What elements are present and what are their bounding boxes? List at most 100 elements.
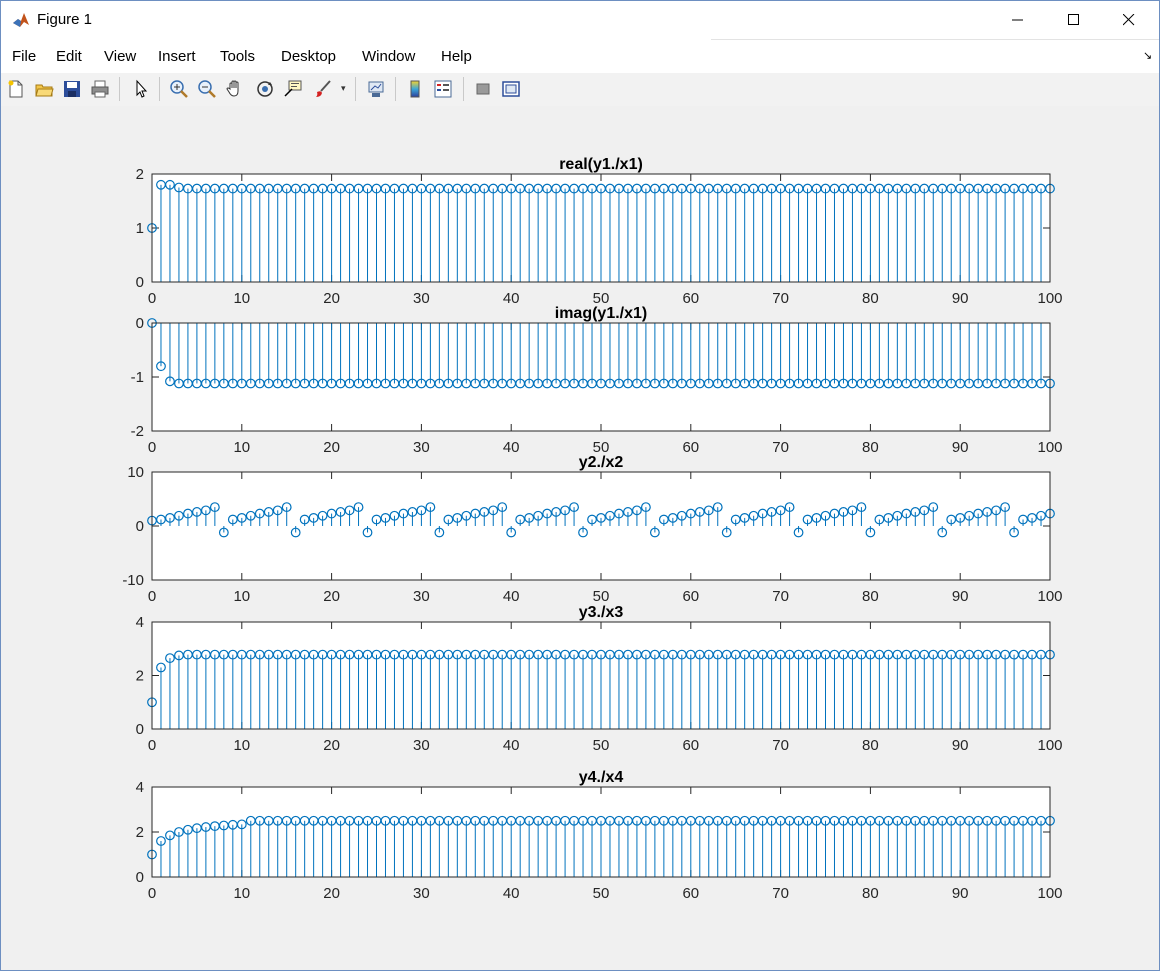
menu-insert[interactable]: Insert: [158, 48, 196, 65]
toolbar-separator: [463, 77, 464, 101]
new-figure-button[interactable]: [4, 77, 28, 101]
stem-marker: [874, 514, 885, 525]
y-tick-label: 0: [136, 518, 144, 535]
stem-marker: [829, 508, 840, 519]
y-tick-label: 2: [136, 166, 144, 183]
stem-marker: [200, 505, 211, 516]
zoom-out-button[interactable]: [195, 77, 219, 101]
stem-marker: [227, 514, 238, 525]
show-plot-tools-button[interactable]: [499, 77, 523, 101]
subplot-5: 0 10 20 30 40 50 60 70 80 90 100 0 2 4 y4./x4: [136, 769, 1063, 902]
y-tick-label: -10: [122, 572, 144, 589]
stem-marker: [236, 513, 247, 523]
open-file-button[interactable]: [32, 77, 56, 101]
menu-window[interactable]: Window: [362, 48, 416, 65]
stem-marker: [946, 514, 957, 525]
stem-marker: [263, 507, 274, 517]
x-tick-label: 20: [323, 885, 340, 902]
zoom-out-icon: [198, 80, 216, 98]
stem-marker: [730, 514, 741, 525]
x-tick-label: 90: [952, 290, 969, 307]
stem-marker: [281, 502, 292, 513]
window-title: Figure 1: [37, 11, 93, 28]
subplot-1: 0 10 20 30 40 50 60 70 80 90 100 0 1 2 real(y1./x1): [136, 156, 1063, 307]
rotate-3d-icon: [257, 81, 273, 97]
close-button[interactable]: [1106, 1, 1152, 39]
brush-dropdown-arrow-icon[interactable]: ▾: [341, 83, 346, 93]
stem-marker: [452, 513, 463, 523]
menu-file[interactable]: File: [12, 48, 37, 65]
x-tick-label: 70: [772, 885, 789, 902]
figure-canvas: 0 10 20 30 40 50 60 70 80 90 100 0 1 2 real(y1./x1) 0 10…: [1, 106, 1159, 970]
stem-marker: [479, 507, 490, 517]
x-tick-label: 10: [233, 885, 250, 902]
menu-view[interactable]: View: [104, 48, 137, 65]
x-tick-label: 80: [862, 588, 879, 605]
menu-tools[interactable]: Tools: [220, 48, 256, 65]
stem-marker: [515, 514, 526, 525]
title-bar: Figure 1: [1, 1, 1159, 39]
menu-edit[interactable]: Edit: [56, 48, 82, 65]
x-tick-label: 0: [148, 885, 156, 902]
maximize-icon: [1068, 14, 1079, 25]
stem-marker: [694, 507, 705, 517]
brush-button[interactable]: [311, 77, 335, 101]
stem-marker: [820, 510, 831, 521]
x-tick-label: 60: [682, 737, 699, 754]
stem-marker: [290, 527, 301, 538]
x-tick-label: 30: [413, 439, 430, 456]
pan-button[interactable]: [223, 77, 247, 101]
x-tick-label: 80: [862, 290, 879, 307]
toolbar-separator: [119, 77, 120, 101]
stem-marker: [641, 502, 651, 513]
stem-marker: [542, 508, 553, 519]
y-tick-label: 4: [136, 614, 144, 631]
x-tick-label: 70: [772, 588, 789, 605]
stem-marker: [191, 507, 202, 517]
stem-marker: [317, 510, 328, 521]
save-button[interactable]: [60, 77, 84, 101]
link-plot-button[interactable]: [364, 77, 388, 101]
x-tick-label: 0: [148, 439, 156, 456]
axes-frame: [151, 786, 1051, 878]
colorbar-button[interactable]: [403, 77, 427, 101]
menu-bar-divider: [711, 39, 1159, 40]
hide-plot-tools-button[interactable]: [471, 77, 495, 101]
y-tick-label: 0: [136, 869, 144, 886]
menu-help[interactable]: Help: [441, 48, 472, 65]
stem-marker: [183, 824, 193, 835]
figure-toolbar: ▾: [1, 73, 1159, 107]
x-tick-label: 40: [503, 737, 520, 754]
minimize-button[interactable]: [995, 1, 1041, 39]
stem-marker: [380, 513, 391, 523]
stem-marker: [721, 527, 732, 538]
stem-marker: [703, 505, 714, 516]
legend-button[interactable]: [431, 77, 455, 101]
data-cursor-button[interactable]: [281, 77, 305, 101]
print-button[interactable]: [88, 77, 112, 101]
stem-marker: [919, 505, 930, 516]
brush-icon: [316, 80, 331, 97]
stem-marker: [551, 507, 561, 517]
stem-marker: [910, 507, 921, 517]
pointer-button[interactable]: [129, 77, 153, 101]
stem-marker: [1027, 513, 1037, 523]
dock-figure-icon[interactable]: ↘: [1143, 50, 1153, 62]
x-tick-label: 10: [233, 439, 250, 456]
x-tick-label: 90: [952, 588, 969, 605]
stem-marker: [649, 527, 660, 538]
rotate-3d-button[interactable]: [253, 77, 277, 101]
stem-marker: [991, 505, 1002, 516]
x-tick-label: 50: [593, 290, 610, 307]
stem-marker: [587, 514, 597, 525]
menu-desktop[interactable]: Desktop: [281, 48, 337, 65]
zoom-in-button[interactable]: [167, 77, 191, 101]
x-tick-label: 0: [148, 588, 156, 605]
maximize-button[interactable]: [1051, 1, 1097, 39]
stem-marker: [632, 505, 642, 516]
stem-marker: [165, 179, 175, 190]
x-tick-label: 100: [1037, 439, 1062, 456]
stem-marker: [964, 510, 975, 521]
